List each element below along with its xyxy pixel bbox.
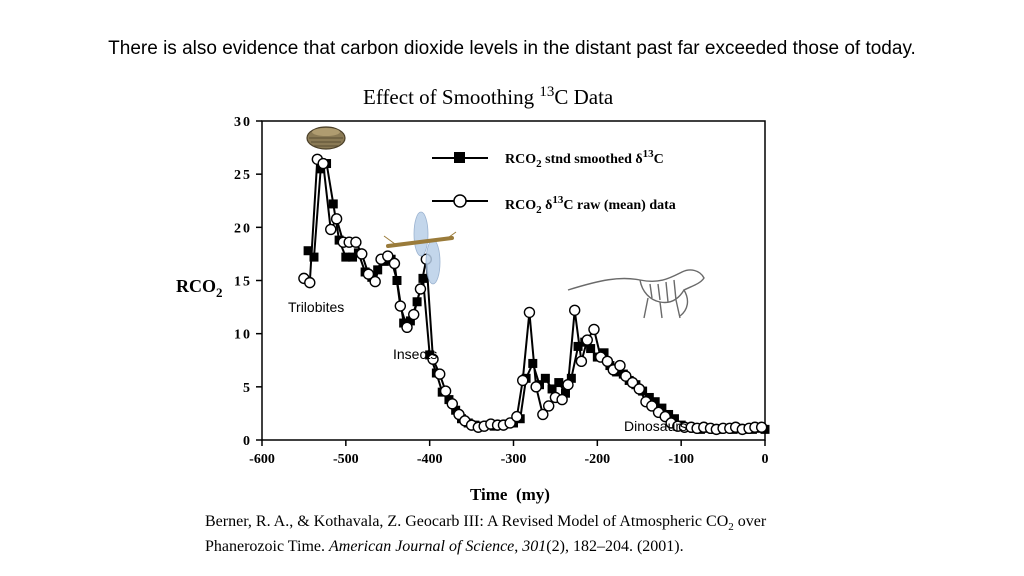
data-point-smoothed (341, 252, 351, 262)
data-point-smoothed (418, 273, 428, 283)
data-point-smoothed (303, 246, 313, 256)
data-point-raw (511, 410, 523, 423)
y-tick-label: 5 (243, 381, 252, 396)
data-point-raw (350, 236, 362, 248)
data-point-raw (556, 393, 568, 406)
y-tick-label: 30 (234, 115, 252, 130)
data-point-smoothed (373, 265, 383, 275)
annotation-dinosaurs: Dinosaurs (624, 418, 687, 434)
data-point-raw (523, 306, 536, 319)
series-markers (298, 153, 770, 436)
data-point-raw (588, 323, 600, 336)
x-axis-label: Time (my) (470, 485, 550, 504)
data-point-raw (646, 400, 658, 412)
legend-label-smoothed: RCO2 stnd smoothed δ13C (505, 148, 664, 170)
y-tick-label: 20 (234, 221, 252, 236)
data-point-raw (317, 157, 329, 170)
data-point-raw (601, 355, 614, 368)
slide-heading: There is also evidence that carbon dioxi… (108, 38, 916, 59)
annotation-trilobites: Trilobites (288, 299, 344, 315)
data-point-raw (562, 379, 574, 391)
data-point-raw (369, 275, 381, 288)
data-point-raw (325, 223, 337, 236)
data-point-raw (620, 370, 632, 382)
x-tick-label: -200 (584, 452, 610, 467)
y-tick-label: 10 (234, 328, 252, 343)
data-point-raw (330, 213, 343, 225)
x-tick-label: 0 (762, 452, 769, 467)
x-axis: -600 -500 -400 -300 -200 -100 0 (249, 440, 769, 467)
data-point-raw (517, 374, 529, 387)
data-point-smoothed (566, 373, 576, 383)
legend-label-raw: RCO2 δ13C raw (mean) data (505, 194, 676, 216)
data-point-raw (401, 321, 413, 333)
data-point-smoothed (547, 384, 557, 394)
data-point-raw (382, 250, 394, 262)
data-point-raw (414, 283, 427, 295)
legend-marker-raw (453, 194, 467, 208)
data-point-raw (434, 368, 446, 380)
y-axis-label: RCO2 (176, 276, 223, 300)
data-point-raw (626, 376, 639, 389)
data-point-smoothed (528, 358, 538, 368)
data-point-smoothed (405, 316, 415, 326)
data-point-raw (530, 381, 542, 393)
data-point-raw (362, 268, 375, 280)
data-point-raw (614, 359, 626, 372)
plot-frame (261, 120, 766, 441)
legend: RCO2 stnd smoothed δ13C RCO2 δ13C raw (m… (432, 148, 676, 216)
data-point-smoothed (554, 378, 564, 388)
data-point-smoothed (540, 373, 550, 383)
annotation-insects: Insects (393, 346, 437, 362)
data-point-raw (537, 408, 549, 421)
dinosaur-illustration (567, 269, 705, 319)
citation-line-1: Berner, R. A., & Kothavala, Z. Geocarb I… (205, 513, 767, 534)
data-point-smoothed (573, 341, 583, 351)
data-point-smoothed (586, 344, 596, 354)
x-tick-label: -300 (501, 452, 527, 467)
y-tick-label: 25 (234, 168, 252, 183)
data-point-raw (504, 417, 516, 429)
data-point-raw (568, 304, 581, 316)
data-point-raw (427, 353, 439, 365)
data-point-raw (633, 383, 645, 395)
y-axis: 0 5 10 15 20 25 30 (234, 115, 262, 449)
data-point-smoothed (309, 252, 319, 262)
data-point-raw (356, 248, 368, 260)
data-point-raw (543, 400, 555, 412)
data-point-smoothed (328, 199, 338, 209)
data-point-raw (575, 355, 588, 368)
data-point-smoothed (316, 164, 326, 174)
data-point-raw (388, 257, 401, 270)
insect-illustration (383, 211, 457, 285)
data-point-raw (755, 421, 768, 433)
data-point-raw (304, 276, 316, 289)
data-point-raw (446, 398, 459, 410)
x-tick-label: -600 (249, 452, 275, 467)
citation-line-2: Phanerozoic Time. American Journal of Sc… (205, 538, 684, 556)
data-point-smoothed (392, 276, 402, 285)
data-point-raw (408, 308, 420, 321)
x-tick-label: -100 (668, 452, 694, 467)
citation: Berner, R. A., & Kothavala, Z. Geocarb I… (205, 512, 905, 557)
data-point-raw (581, 334, 593, 346)
data-point-raw (394, 300, 407, 312)
chart-title: Effect of Smoothing 13C Data (363, 84, 614, 109)
legend-marker-smoothed (454, 152, 465, 163)
x-tick-label: -400 (417, 452, 443, 467)
data-point-smoothed (560, 388, 570, 398)
data-point-smoothed (412, 297, 422, 307)
data-point-smoothed (348, 252, 358, 262)
y-tick-label: 15 (234, 275, 252, 290)
y-tick-label: 0 (243, 434, 252, 449)
data-point-raw (439, 385, 452, 397)
trilobite-illustration (306, 126, 346, 150)
x-tick-label: -500 (333, 452, 359, 467)
